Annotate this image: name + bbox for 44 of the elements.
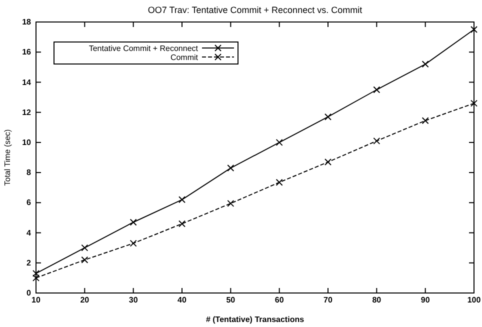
- point: [32, 274, 40, 282]
- x-axis-title: # (Tentative) Transactions: [206, 315, 305, 324]
- y-tick-label: 10: [22, 138, 32, 148]
- legend-label: Commit: [170, 53, 199, 62]
- point: [227, 200, 234, 207]
- legend-label: Tentative Commit + Reconnect: [88, 44, 199, 53]
- chart-title: OO7 Trav: Tentative Commit + Reconnect vs. Commit: [148, 5, 363, 15]
- point: [324, 158, 332, 166]
- y-tick-label: 14: [22, 78, 32, 87]
- point: [422, 60, 429, 68]
- y-tick-label: 16: [22, 48, 32, 57]
- y-tick-label: 6: [26, 198, 32, 208]
- x-tick-label: 90: [420, 296, 430, 305]
- point: [81, 244, 88, 252]
- point: [130, 218, 137, 226]
- point: [276, 178, 283, 186]
- y-tick-label: 12: [22, 108, 32, 117]
- point: [32, 270, 40, 277]
- point: [276, 138, 283, 146]
- x-tick-label: 60: [274, 296, 284, 305]
- point: [178, 220, 186, 228]
- point: [227, 164, 234, 172]
- x-tick-label: 40: [178, 296, 187, 305]
- point: [470, 100, 478, 107]
- point: [81, 256, 88, 264]
- x-tick-label: 70: [324, 296, 333, 305]
- x-tick-label: 80: [372, 296, 382, 305]
- point: [470, 26, 478, 34]
- point: [422, 117, 429, 124]
- y-tick-label: 2: [26, 258, 32, 268]
- x-tick-label: 100: [467, 296, 482, 305]
- x-tick-label: 30: [128, 296, 138, 305]
- x-tick-label: 20: [80, 296, 90, 305]
- y-tick-label: 0: [26, 288, 32, 298]
- point: [373, 137, 380, 144]
- x-tick-label: 50: [226, 296, 236, 305]
- point: [324, 113, 332, 120]
- y-axis-title: Total Time (sec): [3, 128, 12, 186]
- point: [373, 86, 380, 94]
- point: [130, 240, 137, 247]
- y-tick-label: 8: [26, 168, 32, 178]
- y-tick-label: 4: [26, 228, 32, 238]
- point: [178, 196, 186, 204]
- y-tick-label: 18: [22, 18, 32, 27]
